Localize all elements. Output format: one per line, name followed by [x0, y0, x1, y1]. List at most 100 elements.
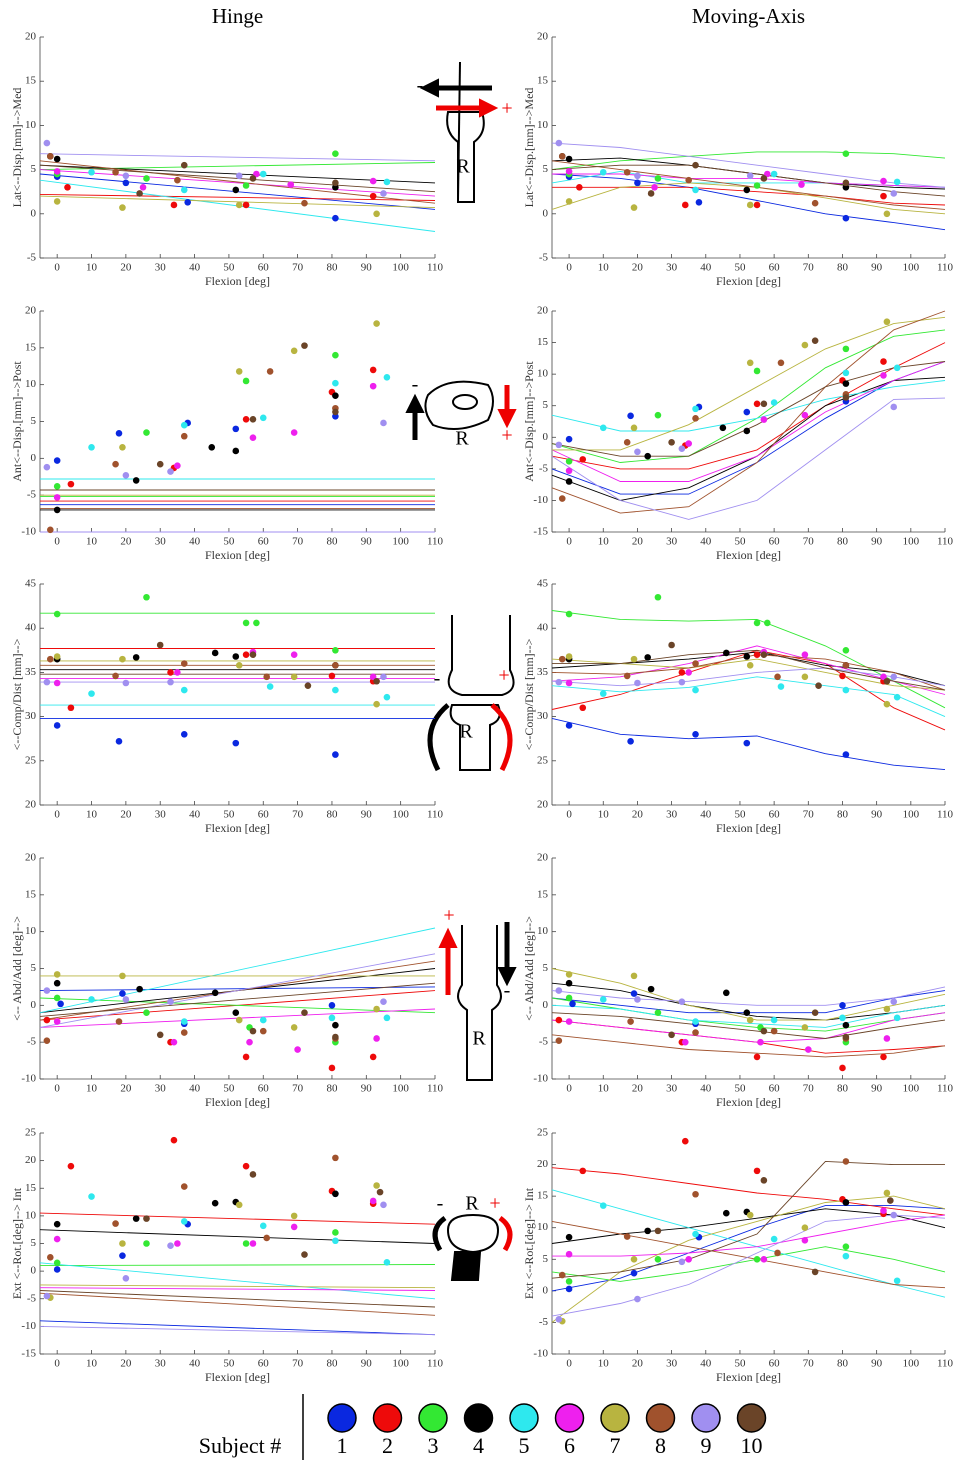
- legend-label: 3: [428, 1433, 439, 1458]
- data-point: [599, 690, 607, 697]
- data-point: [623, 1233, 631, 1240]
- data-point: [880, 372, 887, 379]
- x-tick-label: 20: [120, 1083, 132, 1095]
- y-tick-label: 25: [537, 754, 549, 766]
- data-point: [115, 429, 123, 437]
- x-tick-label: 100: [903, 536, 920, 548]
- data-point: [743, 739, 751, 747]
- data-point: [753, 651, 761, 659]
- icon-annotation: +: [498, 665, 509, 687]
- data-point: [890, 190, 898, 197]
- x-tick-label: 110: [937, 536, 954, 548]
- x-tick-label: 30: [155, 1358, 167, 1370]
- y-tick-label: 0: [31, 207, 37, 219]
- x-tick-label: 50: [734, 536, 746, 548]
- data-point: [579, 456, 587, 463]
- x-tick-label: 10: [86, 1358, 98, 1370]
- data-point: [634, 179, 641, 187]
- data-point: [743, 427, 751, 435]
- data-point: [143, 1215, 150, 1222]
- data-point: [627, 1018, 634, 1025]
- icon-row5: [432, 1213, 513, 1281]
- icon-annotation: R: [465, 1193, 479, 1215]
- data-point: [53, 1266, 61, 1273]
- fit-line: [551, 151, 946, 171]
- data-point: [770, 170, 778, 178]
- data-point: [380, 190, 387, 197]
- data-point: [369, 1197, 377, 1205]
- data-point: [380, 1201, 387, 1209]
- data-point: [373, 700, 380, 708]
- data-point: [842, 751, 850, 758]
- fit-line: [552, 173, 946, 188]
- icon-annotation: -: [417, 75, 424, 97]
- legend-label: 9: [701, 1433, 712, 1458]
- data-point: [259, 1016, 267, 1024]
- fit-line: [551, 1012, 946, 1039]
- data-point: [685, 176, 692, 184]
- fit-line: [551, 1246, 946, 1282]
- data-point: [842, 1252, 850, 1260]
- data-point: [579, 1167, 587, 1175]
- data-point: [180, 660, 188, 667]
- y-tick-label: 0: [543, 1284, 549, 1296]
- data-point: [565, 155, 573, 163]
- y-tick-label: 15: [25, 1182, 37, 1194]
- data-point: [681, 1038, 689, 1046]
- x-tick-label: 110: [937, 1358, 954, 1370]
- data-point: [249, 1240, 257, 1247]
- x-tick-label: 50: [223, 1083, 235, 1095]
- data-point: [811, 199, 819, 207]
- y-tick-label: 20: [25, 305, 37, 317]
- data-point: [893, 1277, 901, 1285]
- fit-line: [39, 997, 436, 1014]
- x-tick-label: 40: [189, 262, 201, 274]
- data-point: [654, 1227, 662, 1235]
- data-point: [801, 1237, 809, 1244]
- x-tick-label: 100: [903, 262, 920, 274]
- data-point: [383, 178, 391, 186]
- data-point: [242, 377, 250, 385]
- x-tick-label: 20: [632, 1358, 644, 1370]
- fit-line: [39, 1284, 436, 1289]
- data-point: [805, 1046, 812, 1053]
- data-point: [119, 1252, 126, 1259]
- data-point: [242, 201, 250, 209]
- data-point: [266, 683, 274, 690]
- x-tick-label: 90: [871, 1083, 883, 1095]
- data-point: [774, 1249, 781, 1257]
- data-point: [53, 168, 61, 175]
- x-tick-label: 70: [803, 1083, 815, 1095]
- data-point: [53, 971, 61, 978]
- data-point: [883, 700, 891, 708]
- x-tick-label: 70: [292, 262, 304, 274]
- data-point: [259, 170, 267, 178]
- data-point: [373, 1005, 380, 1013]
- fit-line: [551, 1004, 946, 1028]
- data-point: [242, 619, 250, 627]
- x-tick-label: 110: [937, 809, 954, 821]
- data-point: [53, 506, 61, 514]
- x-tick-label: 50: [223, 262, 235, 274]
- data-point: [156, 641, 164, 649]
- y-tick-label: 30: [537, 710, 549, 722]
- data-point: [842, 1158, 850, 1165]
- data-point: [156, 1031, 164, 1039]
- x-tick-label: 70: [803, 262, 815, 274]
- legend-label: 4: [473, 1433, 484, 1458]
- x-tick-label: 80: [326, 809, 338, 821]
- data-point: [328, 1014, 336, 1022]
- data-point: [599, 168, 607, 176]
- x-tick-label: 110: [427, 262, 444, 274]
- data-point: [757, 1038, 764, 1046]
- x-tick-label: 20: [632, 262, 644, 274]
- x-tick-label: 110: [937, 262, 954, 274]
- data-point: [235, 662, 243, 669]
- data-point: [623, 168, 631, 176]
- x-tick-label: 80: [326, 1083, 338, 1095]
- data-point: [263, 673, 270, 681]
- x-tick-label: 30: [666, 1358, 678, 1370]
- y-tick-label: 5: [543, 962, 549, 974]
- data-point: [143, 593, 150, 601]
- data-point: [777, 683, 785, 690]
